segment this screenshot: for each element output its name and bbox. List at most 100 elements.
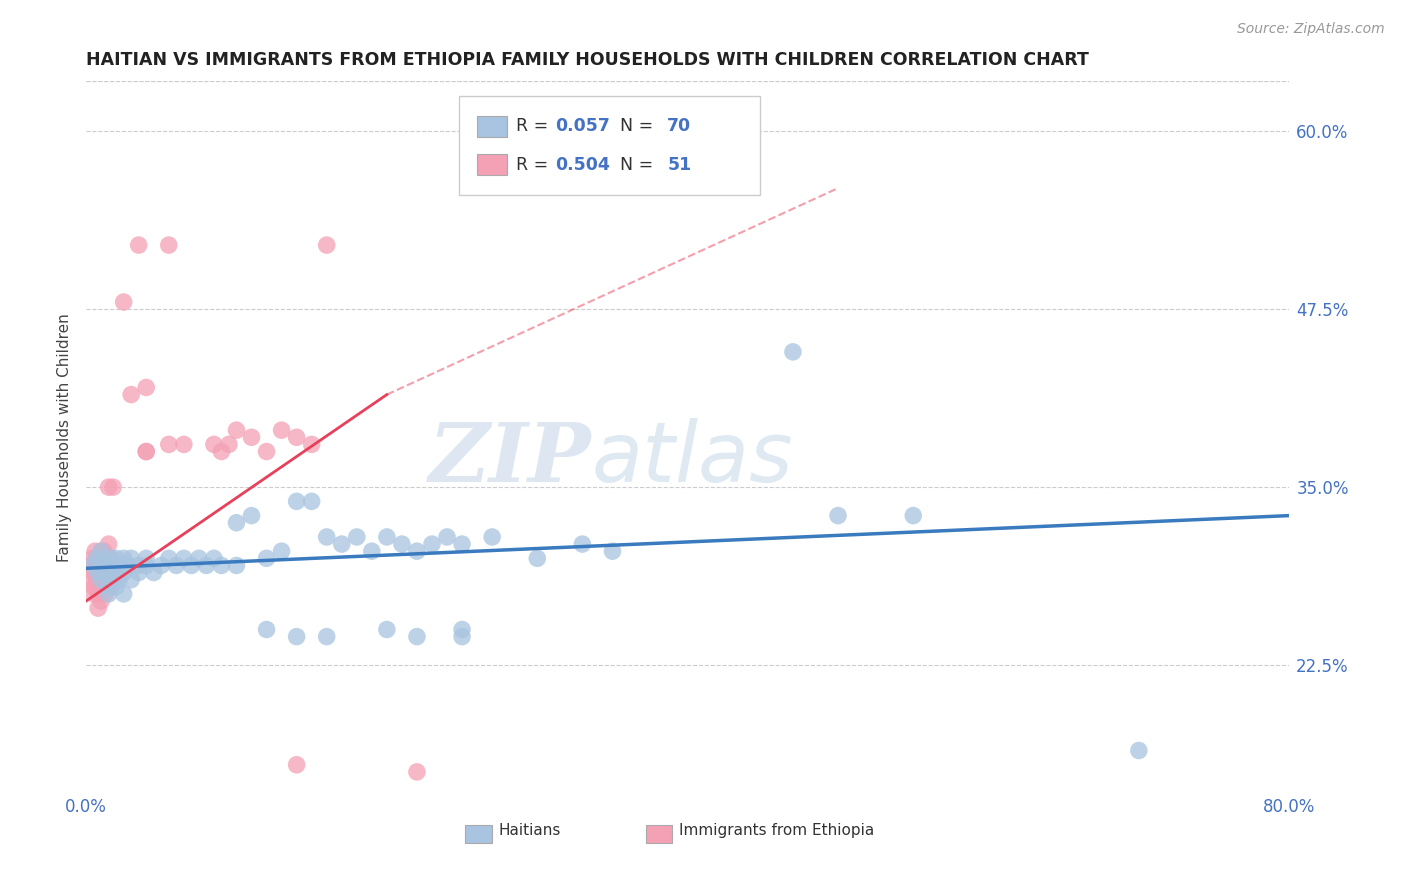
Point	[142, 566, 165, 580]
Point	[97, 566, 120, 580]
Point	[157, 551, 180, 566]
Point	[90, 573, 112, 587]
Point	[112, 295, 135, 310]
Point	[218, 437, 240, 451]
Point	[436, 530, 458, 544]
FancyBboxPatch shape	[477, 154, 508, 176]
Point	[270, 544, 292, 558]
Point	[375, 530, 398, 544]
Point	[256, 444, 278, 458]
Point	[157, 238, 180, 252]
Point	[225, 558, 247, 573]
Point	[315, 530, 337, 544]
Point	[346, 530, 368, 544]
Point	[301, 494, 323, 508]
Text: N =: N =	[609, 117, 659, 136]
Point	[135, 380, 157, 394]
Point	[97, 587, 120, 601]
Text: Haitians: Haitians	[499, 822, 561, 838]
Point	[84, 544, 107, 558]
Point	[827, 508, 849, 523]
Point	[225, 516, 247, 530]
Point	[90, 573, 112, 587]
Point	[330, 537, 353, 551]
Point	[101, 566, 124, 580]
Point	[285, 494, 308, 508]
Point	[112, 587, 135, 601]
Point	[105, 551, 128, 566]
Point	[90, 594, 112, 608]
Point	[315, 238, 337, 252]
Point	[112, 566, 135, 580]
Point	[79, 558, 101, 573]
Point	[101, 566, 124, 580]
Point	[481, 530, 503, 544]
Point	[80, 551, 103, 566]
Point	[451, 630, 474, 644]
Point	[187, 551, 209, 566]
Point	[83, 558, 105, 573]
Point	[451, 623, 474, 637]
Point	[301, 437, 323, 451]
Point	[83, 566, 105, 580]
Text: ZIP: ZIP	[429, 418, 592, 499]
Point	[128, 238, 150, 252]
Point	[173, 551, 195, 566]
Point	[202, 551, 225, 566]
Point	[89, 558, 111, 573]
Point	[86, 551, 108, 566]
Point	[83, 580, 105, 594]
Point	[98, 551, 121, 566]
Point	[375, 623, 398, 637]
Point	[97, 480, 120, 494]
Point	[105, 558, 128, 573]
FancyBboxPatch shape	[458, 95, 759, 195]
Point	[1128, 743, 1150, 757]
Point	[120, 551, 142, 566]
Point	[94, 566, 117, 580]
Text: 51: 51	[668, 155, 692, 174]
Text: N =: N =	[609, 155, 659, 174]
Point	[87, 587, 110, 601]
Point	[256, 551, 278, 566]
Point	[135, 558, 157, 573]
Point	[97, 537, 120, 551]
Point	[96, 551, 118, 566]
Point	[93, 551, 115, 566]
Point	[285, 430, 308, 444]
Point	[195, 558, 218, 573]
Point	[100, 551, 122, 566]
Text: 70: 70	[668, 117, 692, 136]
Point	[173, 437, 195, 451]
Point	[120, 573, 142, 587]
Point	[93, 558, 115, 573]
Point	[90, 544, 112, 558]
Point	[97, 580, 120, 594]
Point	[94, 587, 117, 601]
Text: 0.057: 0.057	[555, 117, 610, 136]
Point	[108, 558, 131, 573]
Point	[97, 558, 120, 573]
Point	[98, 580, 121, 594]
Point	[240, 508, 263, 523]
Point	[105, 580, 128, 594]
Point	[86, 573, 108, 587]
Point	[240, 430, 263, 444]
Point	[285, 630, 308, 644]
Point	[77, 573, 100, 587]
Text: Source: ZipAtlas.com: Source: ZipAtlas.com	[1237, 22, 1385, 37]
Text: atlas: atlas	[592, 418, 793, 500]
Point	[135, 444, 157, 458]
Point	[101, 573, 124, 587]
Point	[903, 508, 925, 523]
Point	[108, 573, 131, 587]
Text: R =: R =	[516, 117, 554, 136]
Point	[270, 423, 292, 437]
Text: R =: R =	[516, 155, 554, 174]
Point	[91, 558, 114, 573]
Y-axis label: Family Households with Children: Family Households with Children	[58, 313, 72, 562]
Point	[209, 444, 232, 458]
Text: 0.504: 0.504	[555, 155, 610, 174]
Point	[120, 387, 142, 401]
Point	[202, 437, 225, 451]
